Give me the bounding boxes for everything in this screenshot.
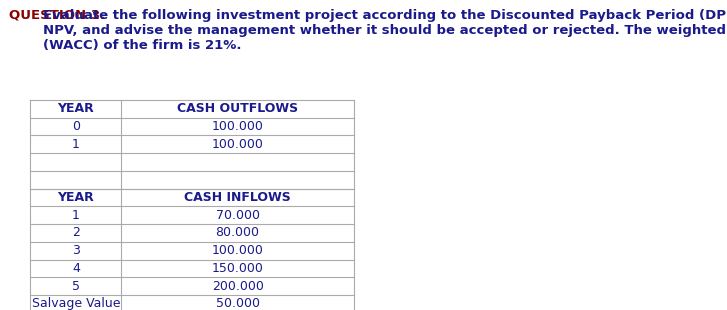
Text: YEAR: YEAR: [57, 191, 95, 204]
Text: 50.000: 50.000: [216, 297, 260, 310]
Text: QUESTION 3.: QUESTION 3.: [9, 9, 105, 22]
Text: 1: 1: [72, 138, 80, 151]
Text: 5: 5: [72, 280, 80, 293]
Text: 100.000: 100.000: [212, 244, 263, 257]
Text: 200.000: 200.000: [212, 280, 263, 293]
Text: YEAR: YEAR: [57, 102, 95, 115]
Text: 0: 0: [72, 120, 80, 133]
Text: CASH INFLOWS: CASH INFLOWS: [184, 191, 291, 204]
Text: 1: 1: [72, 209, 80, 222]
Text: 150.000: 150.000: [212, 262, 263, 275]
Text: 70.000: 70.000: [216, 209, 260, 222]
Text: Salvage Value: Salvage Value: [32, 297, 120, 310]
Text: 3: 3: [72, 244, 80, 257]
Text: 100.000: 100.000: [212, 138, 263, 151]
Text: Evaluate the following investment project according to the Discounted Payback Pe: Evaluate the following investment projec…: [43, 9, 727, 52]
Text: 80.000: 80.000: [216, 226, 260, 239]
Text: CASH OUTFLOWS: CASH OUTFLOWS: [177, 102, 298, 115]
Text: 100.000: 100.000: [212, 120, 263, 133]
Text: 2: 2: [72, 226, 80, 239]
Text: 4: 4: [72, 262, 80, 275]
